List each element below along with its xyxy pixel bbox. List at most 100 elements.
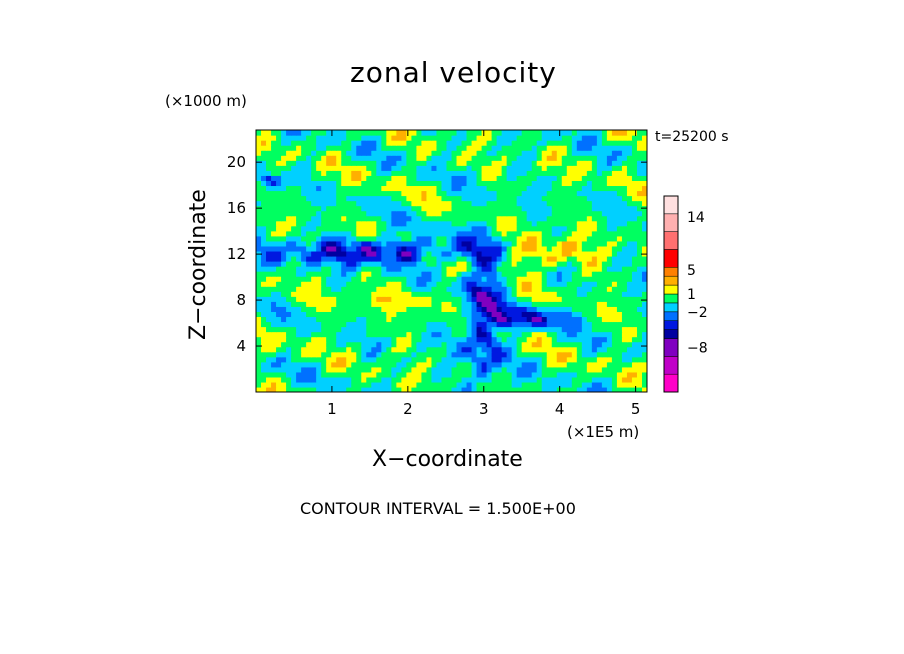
heatmap-cell [616,250,623,257]
heatmap-cell [336,361,342,368]
heatmap-cell [276,180,282,187]
heatmap-cell [621,225,628,232]
heatmap-cell [406,366,412,373]
heatmap-cell [386,386,392,392]
heatmap-cell [296,160,302,166]
heatmap-cell [586,205,593,212]
heatmap-cell [586,361,593,368]
heatmap-cell [516,190,523,197]
heatmap-cell [421,276,428,282]
heatmap-cell [481,215,488,222]
heatmap-cell [316,356,322,363]
heatmap-cell [416,145,423,151]
heatmap-cell [406,291,412,297]
heatmap-cell [481,271,488,277]
heatmap-cell [551,341,558,348]
heatmap-cell [531,316,538,323]
heatmap-cell [476,135,483,141]
heatmap-cell [376,195,382,202]
heatmap-cell [546,386,553,392]
heatmap-cell [391,376,397,383]
heatmap-cell [286,311,292,318]
heatmap-cell [261,346,267,353]
heatmap-cell [521,210,528,217]
heatmap-cell [256,195,262,202]
heatmap-cell [511,346,518,353]
heatmap-cell [561,386,568,392]
heatmap-cell [411,245,418,252]
heatmap-cell [461,326,468,333]
heatmap-cell [551,150,558,156]
heatmap-cell [261,205,267,212]
heatmap-cell [441,331,448,338]
heatmap-cell [606,301,613,307]
heatmap-cell [566,281,573,287]
heatmap-cell [316,165,322,171]
heatmap-field [256,130,647,392]
heatmap-cell [381,326,387,333]
heatmap-cell [541,356,548,363]
heatmap-cell [341,276,347,282]
heatmap-cell [386,255,392,262]
heatmap-cell [451,321,458,328]
heatmap-cell [566,230,573,237]
heatmap-cell [441,266,448,272]
heatmap-cell [366,150,372,156]
heatmap-cell [431,160,438,166]
heatmap-cell [476,381,483,388]
heatmap-cell [391,135,397,141]
heatmap-cell [446,331,453,338]
heatmap-cell [561,296,568,302]
heatmap-cell [421,170,428,176]
heatmap-cell [296,140,302,146]
heatmap-cell [611,130,618,136]
heatmap-cell [531,376,538,383]
heatmap-cell [266,185,272,192]
heatmap-cell [496,240,503,247]
heatmap-cell [521,200,528,207]
heatmap-cell [616,140,623,146]
heatmap-cell [301,361,307,368]
heatmap-cell [276,386,282,392]
heatmap-cell [631,150,638,156]
heatmap-cell [301,321,307,328]
heatmap-cell [571,170,578,176]
heatmap-cell [501,316,508,323]
heatmap-cell [431,185,438,192]
heatmap-cell [286,165,292,171]
heatmap-cell [326,245,332,252]
heatmap-cell [331,351,337,358]
heatmap-cell [616,361,623,368]
heatmap-cell [351,321,357,328]
heatmap-cell [401,376,407,383]
heatmap-cell [356,205,362,212]
heatmap-cell [641,235,647,242]
heatmap-cell [391,366,397,373]
heatmap-cell [426,145,433,151]
heatmap-cell [546,180,553,187]
heatmap-cell [326,200,332,207]
heatmap-cell [536,351,543,358]
heatmap-cell [511,361,518,368]
heatmap-cell [456,230,463,237]
heatmap-cell [261,276,267,282]
heatmap-cell [271,230,277,237]
heatmap-cell [431,371,438,378]
heatmap-cell [271,261,277,267]
heatmap-cell [511,311,518,318]
heatmap-cell [446,235,453,242]
heatmap-cell [266,220,272,227]
heatmap-cell [621,255,628,262]
heatmap-cell [511,190,518,197]
heatmap-cell [611,381,618,388]
heatmap-cell [411,306,418,312]
heatmap-cell [311,255,317,262]
heatmap-cell [411,266,418,272]
heatmap-cell [261,366,267,373]
heatmap-cell [336,240,342,247]
heatmap-cell [431,230,438,237]
heatmap-cell [336,145,342,151]
heatmap-cell [421,301,428,307]
heatmap-cell [521,255,528,262]
heatmap-cell [526,150,533,156]
